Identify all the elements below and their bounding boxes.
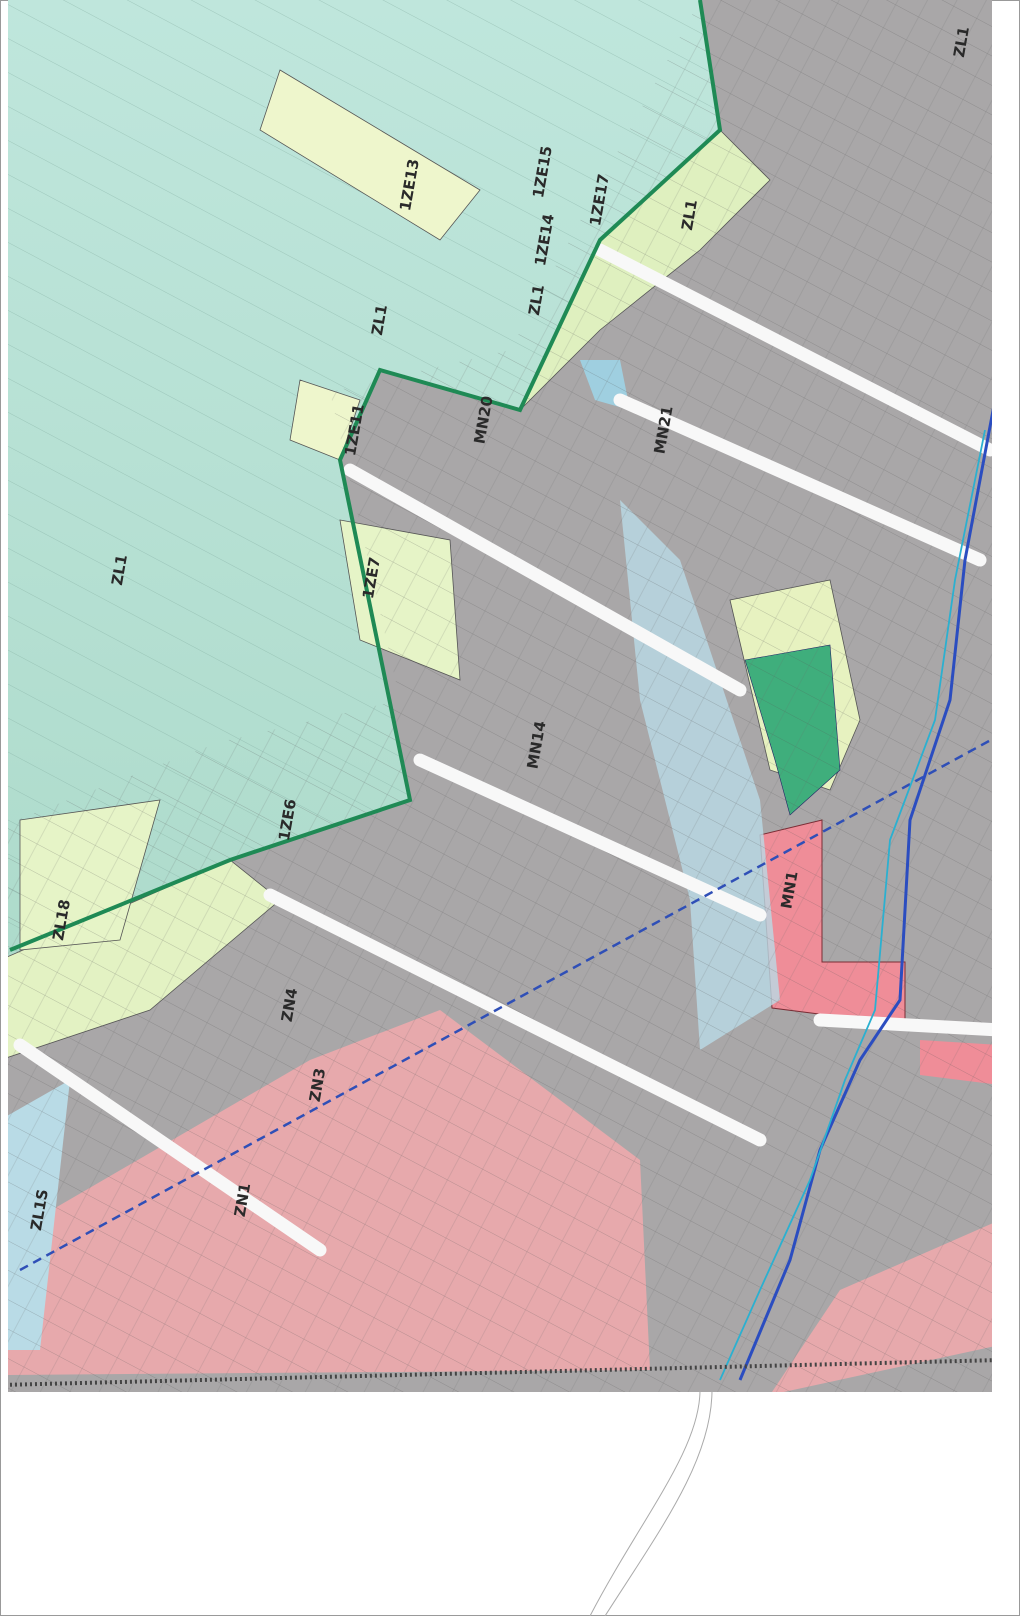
map-edge bbox=[8, 1358, 992, 1387]
zone-label: ZL1 bbox=[368, 303, 391, 337]
zone-label: ZL1 bbox=[950, 25, 973, 59]
dashed-line bbox=[19, 737, 992, 1272]
river bbox=[719, 429, 986, 1381]
zone-label: ZL1 bbox=[525, 283, 548, 317]
zone-label: ZL1 bbox=[678, 198, 701, 232]
light-zone bbox=[259, 69, 481, 241]
river bbox=[738, 407, 992, 1381]
zone-label: ZL1 bbox=[108, 553, 131, 587]
road-outline bbox=[589, 1389, 713, 1616]
boundary-line bbox=[9, 0, 723, 952]
map-area bbox=[8, 0, 992, 1392]
zone-label: ZN4 bbox=[278, 987, 302, 1023]
zone-label: ZN1 bbox=[231, 1182, 255, 1218]
zone-label: ZN3 bbox=[306, 1067, 330, 1103]
roads bbox=[13, 243, 992, 1257]
